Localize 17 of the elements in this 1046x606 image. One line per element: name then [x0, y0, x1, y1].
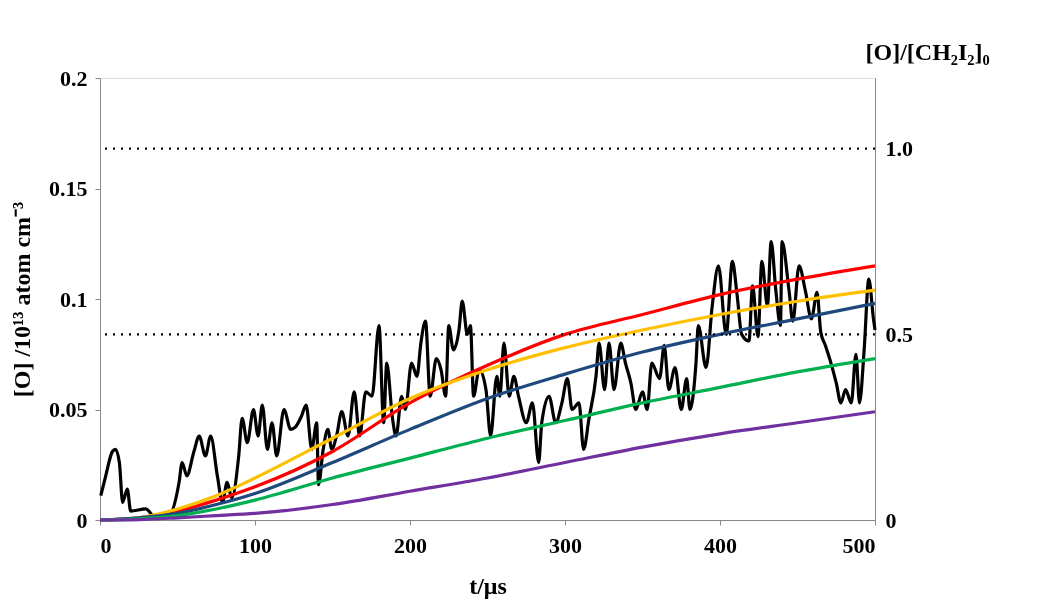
x-axis-title: t/μs: [469, 572, 507, 599]
y-tick-label: 0: [76, 507, 88, 533]
x-tick-label: 0: [100, 532, 112, 558]
x-tick-label: 200: [394, 532, 427, 558]
x-tick-label: 400: [704, 532, 737, 558]
x-tick-label: 500: [842, 532, 876, 558]
x-tick-label: 300: [549, 532, 582, 558]
y-axis-title: [O] /10¹³ atom cm⁻³: [9, 201, 35, 398]
y-tick-label: 0.2: [60, 65, 88, 91]
y-tick-label: 0.05: [49, 397, 88, 422]
y-tick-label: 0.15: [49, 176, 88, 201]
y2-tick-label: 1.0: [885, 136, 913, 162]
y-tick-label: 0.1: [60, 286, 88, 312]
y2-tick-label: 0: [885, 507, 897, 533]
x-tick-label: 100: [239, 532, 272, 558]
y2-axis-title: [O]/[CH₂I₂]₀: [865, 38, 990, 65]
y2-tick-label: 0.5: [885, 321, 913, 347]
